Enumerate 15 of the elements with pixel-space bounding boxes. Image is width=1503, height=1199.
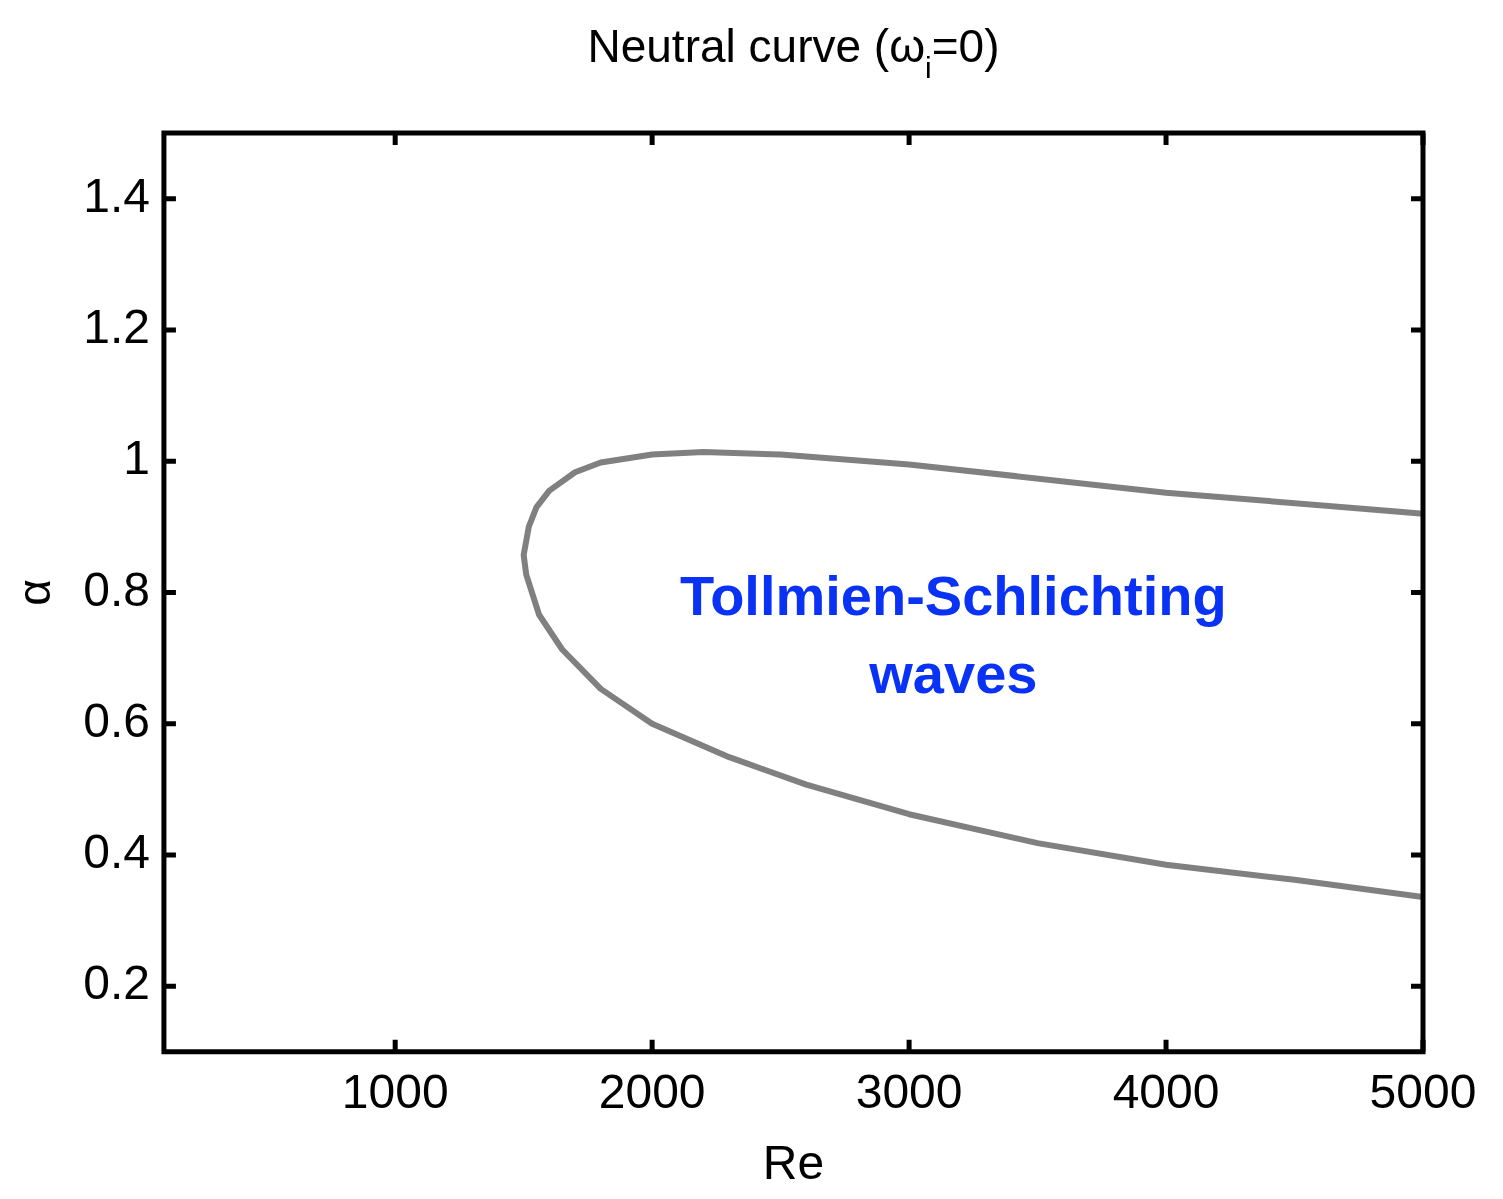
x-tick-label: 1000 xyxy=(341,1064,449,1118)
y-tick-label: 1.4 xyxy=(83,168,150,222)
x-tick-label: 5000 xyxy=(1369,1064,1477,1118)
x-axis-title: Re xyxy=(762,1136,825,1190)
x-tick-label: 4000 xyxy=(1112,1064,1220,1118)
y-tick-label: 1 xyxy=(123,431,150,485)
x-tick-label: 2000 xyxy=(598,1064,706,1118)
y-tick-label: 0.4 xyxy=(83,825,150,879)
y-tick-label: 0.2 xyxy=(83,956,150,1010)
x-tick-label: 3000 xyxy=(855,1064,963,1118)
annotation: Tollmien-Schlichting waves xyxy=(680,563,1227,705)
y-tick-label: 1.2 xyxy=(83,300,150,354)
y-axis-title: α xyxy=(8,579,61,606)
y-tick-label: 0.8 xyxy=(83,562,150,616)
y-tick-label: 0.6 xyxy=(83,693,150,747)
